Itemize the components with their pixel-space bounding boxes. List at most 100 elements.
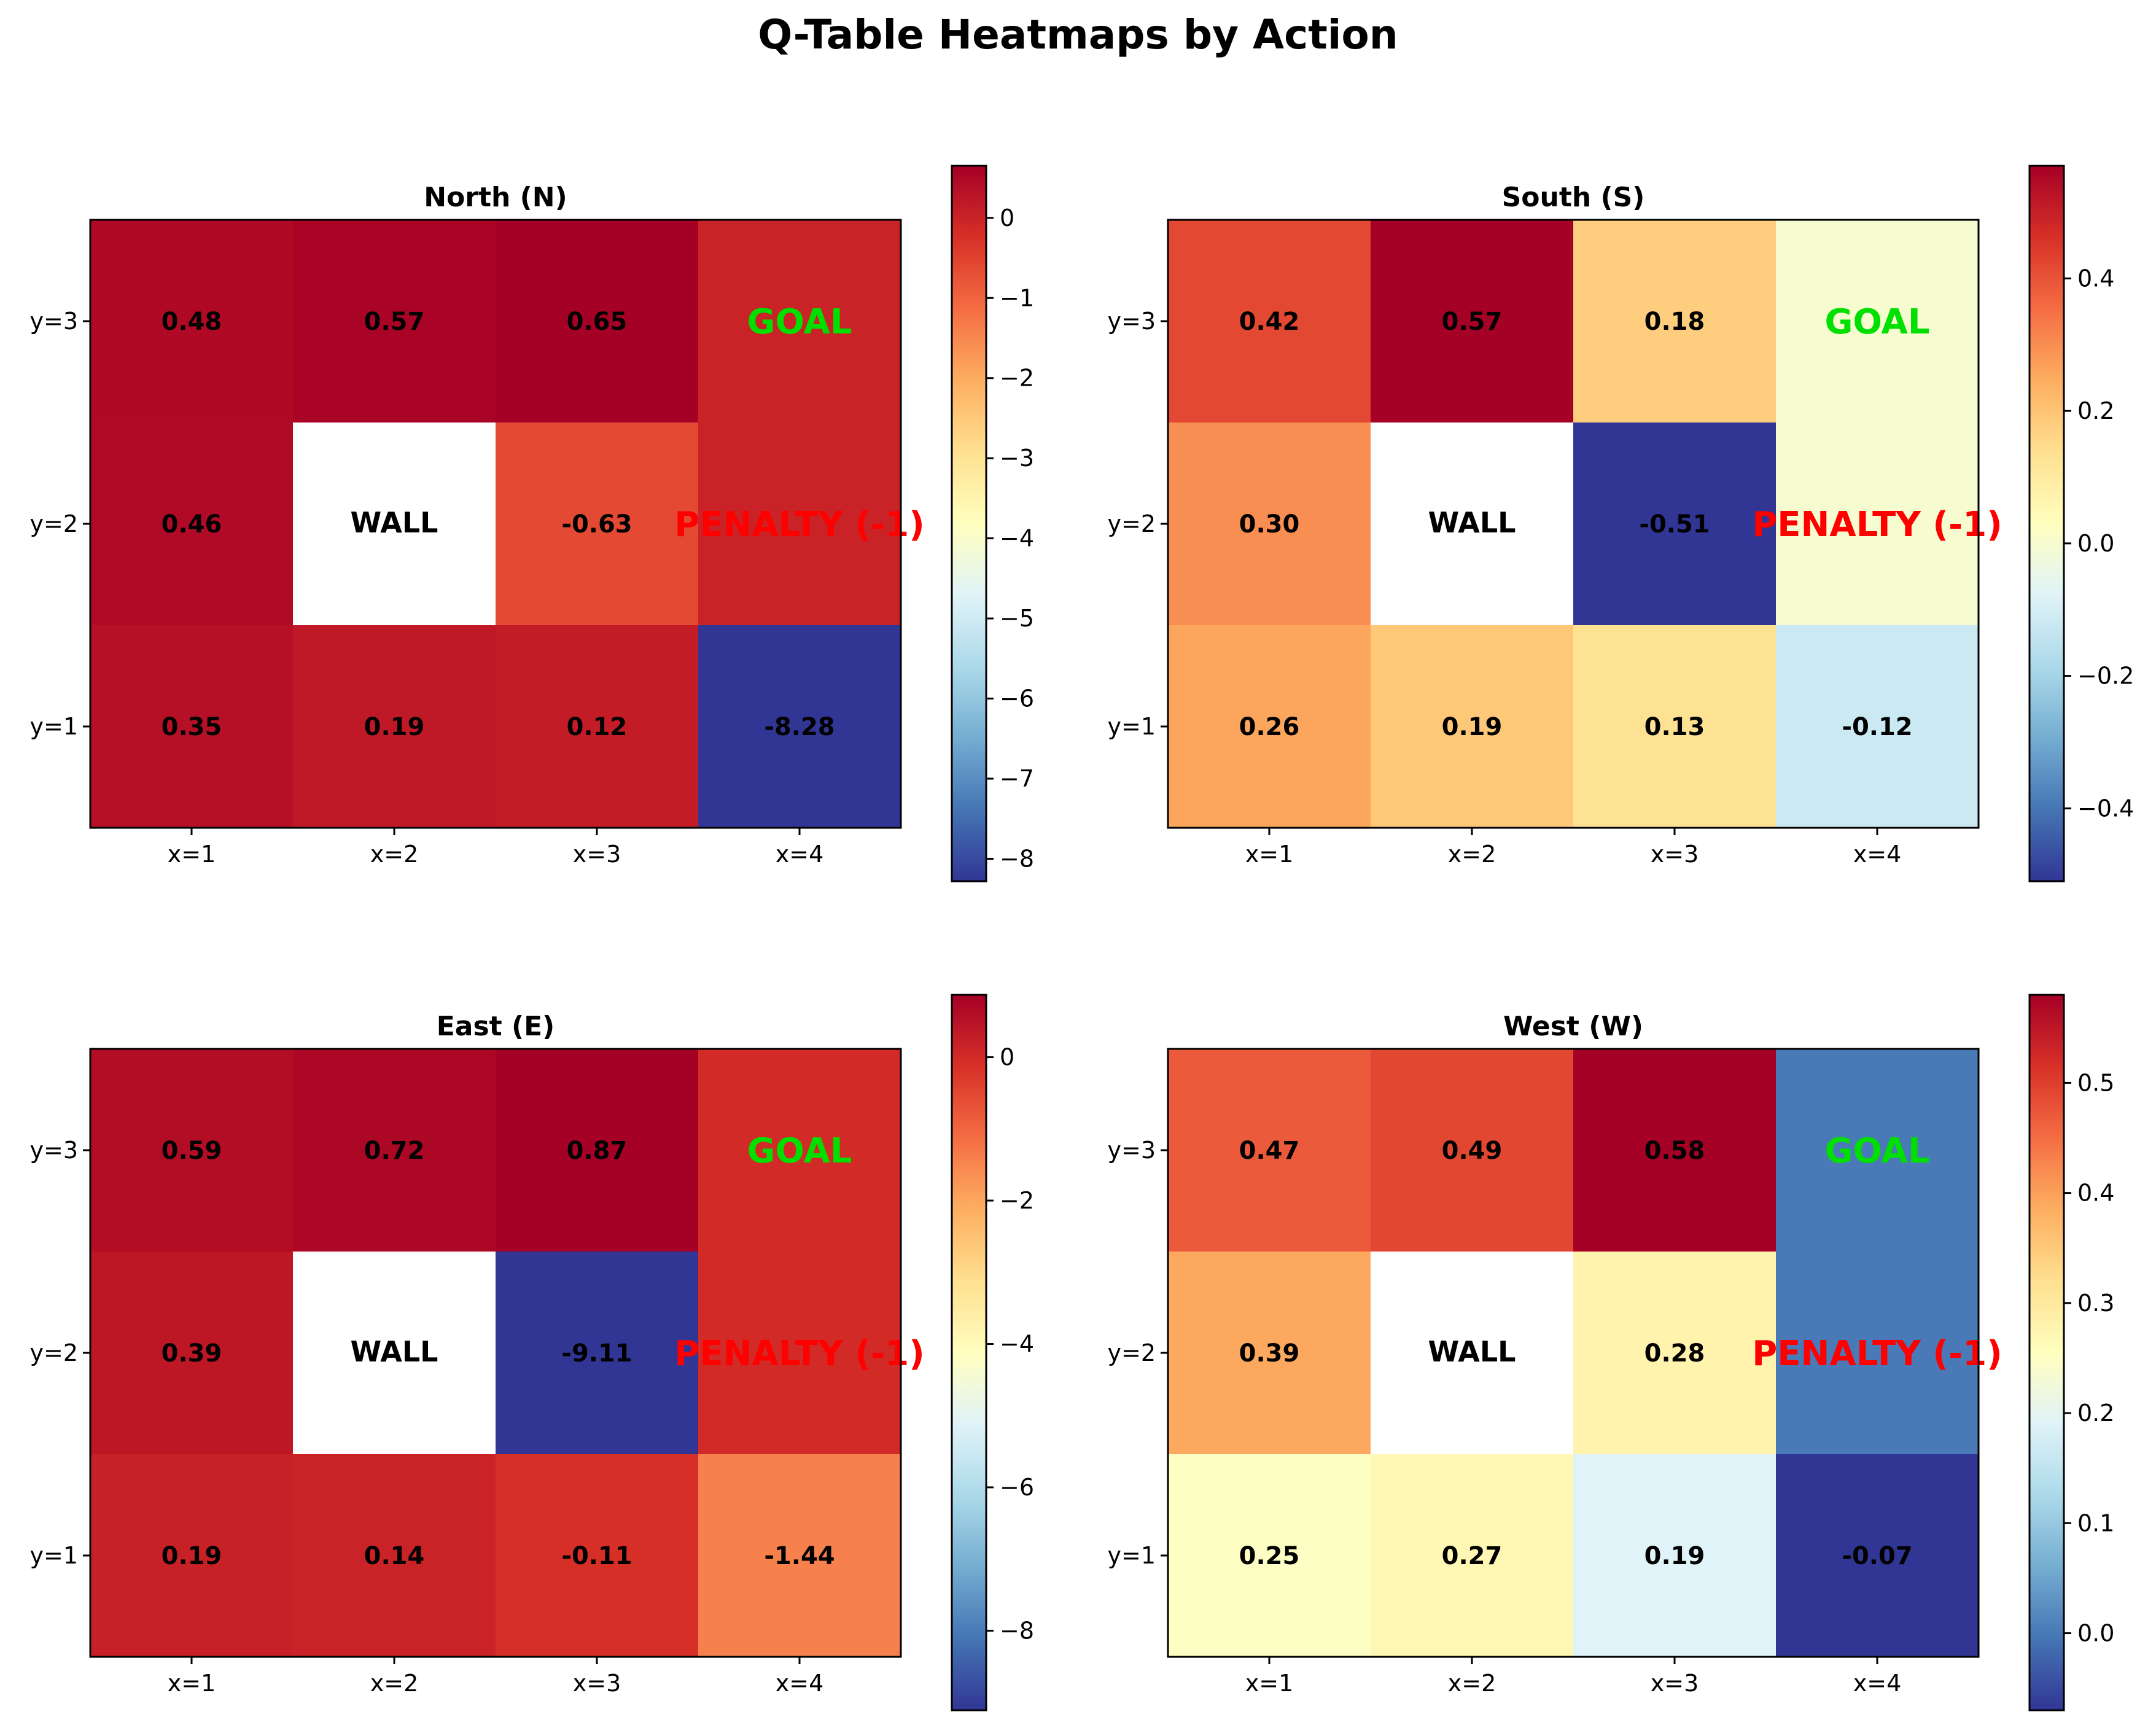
y-tick-label: y=1 — [29, 1542, 78, 1569]
cell-label: 0.65 — [567, 308, 628, 336]
cell-label: -9.11 — [561, 1339, 632, 1368]
cell-label: 0.59 — [162, 1137, 222, 1165]
colorbar — [2028, 994, 2065, 1711]
heatmap-cell — [1776, 625, 1979, 828]
cell-label: 0.46 — [162, 510, 222, 539]
cell-label: 0.19 — [1644, 1542, 1705, 1570]
x-tick-label: x=3 — [1651, 841, 1699, 868]
heatmap-cell — [1168, 1049, 1371, 1252]
x-tick-label: x=1 — [168, 1670, 216, 1697]
heatmap-cell — [90, 1454, 294, 1657]
heatmap-cell — [1371, 220, 1574, 423]
colorbar — [2028, 165, 2065, 882]
cell-label: 0.57 — [364, 308, 425, 336]
heatmap-cell — [1168, 1454, 1371, 1657]
heatmap-cell — [90, 625, 294, 828]
heatmap-cell — [1573, 220, 1777, 423]
heatmap-cell — [1776, 1252, 1979, 1455]
cell-label: 0.48 — [162, 308, 222, 336]
heatmap-cell — [496, 1454, 699, 1657]
cell-label: WALL — [351, 506, 438, 539]
x-tick-label: x=2 — [370, 841, 419, 868]
heatmap-cell — [1371, 1454, 1574, 1657]
colorbar-tick-label: −2 — [1000, 1187, 1034, 1214]
heatmap-cell — [698, 625, 901, 828]
heatmap-cell — [1573, 1454, 1777, 1657]
heatmap-cell — [1371, 625, 1574, 828]
y-tick-label: y=1 — [29, 713, 78, 740]
colorbar — [951, 165, 987, 882]
cell-label: PENALTY (-1) — [1752, 505, 2002, 545]
colorbar-tick-label: −3 — [1000, 445, 1034, 472]
y-tick-label: y=2 — [29, 510, 78, 537]
heatmap-cell — [1371, 1049, 1574, 1252]
heatmap-cell — [1573, 1252, 1777, 1455]
panel-title: North (N) — [424, 182, 567, 213]
colorbar-tick-label: −8 — [1000, 845, 1034, 872]
cell-label: 0.58 — [1644, 1137, 1705, 1165]
heatmap-cell — [496, 422, 699, 626]
heatmap-cell — [1168, 422, 1371, 626]
heatmap-cell — [1776, 220, 1979, 423]
heatmap-cell — [1573, 1049, 1777, 1252]
cell-label: -1.44 — [764, 1542, 835, 1570]
y-tick-label: y=3 — [1107, 308, 1156, 335]
heatmap-cell — [496, 1252, 699, 1455]
cell-label: 0.26 — [1239, 713, 1300, 741]
cell-label: 0.42 — [1239, 308, 1300, 336]
heatmap-west-svg: West (W) 0.47 0.49 0.58 GOAL 0.39 WALL 0.28 PENA… — [1107, 994, 2114, 1711]
x-tick-label: x=4 — [776, 841, 824, 868]
heatmap-cell — [496, 625, 699, 828]
figure-title: Q-Table Heatmaps by Action — [758, 11, 1398, 58]
x-tick-label: x=3 — [1651, 1670, 1699, 1697]
heatmap-cell — [1776, 1454, 1979, 1657]
colorbar-tick-label: −0.4 — [2077, 795, 2134, 822]
cell-label: 0.87 — [567, 1137, 628, 1165]
x-tick-label: x=1 — [168, 841, 216, 868]
heatmap-cell — [698, 1049, 901, 1252]
cell-label: 0.47 — [1239, 1137, 1300, 1165]
heatmap-north-svg: North (N) 0.48 0.57 0.65 GOAL 0.46 WALL -0.63 PE… — [29, 165, 1034, 882]
heatmap-cell — [1371, 1252, 1574, 1455]
colorbar-tick-label: −5 — [1000, 605, 1034, 632]
heatmap-cell — [293, 220, 496, 423]
panel-title: West (W) — [1503, 1011, 1643, 1042]
x-tick-label: x=3 — [573, 841, 621, 868]
cell-label: 0.25 — [1239, 1542, 1300, 1570]
cell-label: 0.30 — [1239, 510, 1300, 539]
cell-label: 0.57 — [1442, 308, 1503, 336]
colorbar-tick-label: 0.0 — [2077, 1620, 2114, 1647]
cell-label: 0.27 — [1442, 1542, 1503, 1570]
colorbar-tick-label: 0.2 — [2077, 397, 2114, 424]
x-tick-label: x=2 — [1448, 1670, 1496, 1697]
heatmap-cell — [1573, 625, 1777, 828]
colorbar-tick-label: −4 — [1000, 525, 1034, 552]
heatmap-panel-east: East (E) 0.59 0.72 0.87 GOAL 0.39 WALL -9.11 PEN… — [0, 994, 1078, 1722]
heatmap-cell — [293, 1454, 496, 1657]
cell-label: -0.07 — [1842, 1542, 1912, 1570]
heatmap-cell — [90, 1252, 294, 1455]
colorbar-tick-label: 0.4 — [2077, 1180, 2114, 1207]
cell-label: WALL — [1428, 506, 1516, 539]
cell-label: GOAL — [747, 1131, 852, 1171]
cell-label: 0.13 — [1644, 713, 1705, 741]
cell-label: GOAL — [1824, 1131, 1929, 1171]
cell-label: 0.28 — [1644, 1339, 1705, 1368]
colorbar-tick-label: −6 — [1000, 685, 1034, 712]
colorbar-tick-label: −1 — [1000, 284, 1034, 311]
y-tick-label: y=2 — [1107, 510, 1156, 537]
colorbar-tick-label: 0 — [1000, 204, 1014, 232]
cell-label: -0.63 — [561, 510, 632, 539]
colorbar-tick-label: 0.0 — [2077, 530, 2114, 557]
panel-title: South (S) — [1502, 182, 1645, 213]
x-tick-label: x=2 — [1448, 841, 1496, 868]
y-tick-label: y=2 — [1107, 1339, 1156, 1366]
cell-label: 0.19 — [364, 713, 425, 741]
cell-label: -0.11 — [561, 1542, 632, 1570]
cell-label: 0.39 — [162, 1339, 222, 1368]
cell-label: 0.14 — [364, 1542, 425, 1570]
y-tick-label: y=3 — [29, 1137, 78, 1164]
heatmap-cell — [90, 1049, 294, 1252]
colorbar-tick-label: −2 — [1000, 365, 1034, 392]
heatmap-cell — [293, 1252, 496, 1455]
